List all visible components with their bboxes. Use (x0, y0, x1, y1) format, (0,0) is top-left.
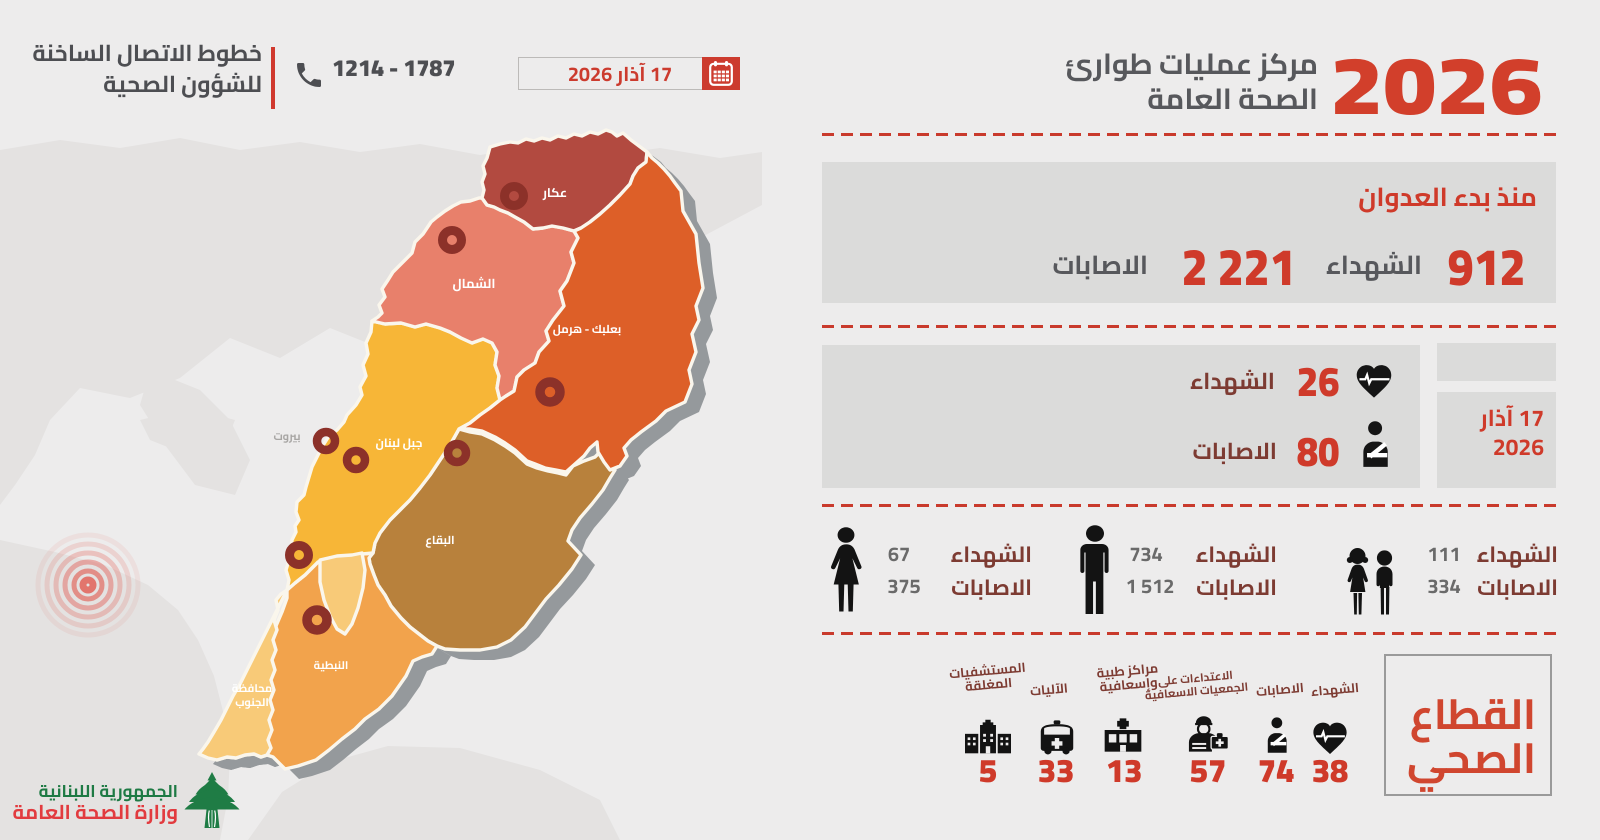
svg-text:جبل لبنان: جبل لبنان (376, 431, 423, 454)
svg-text:محافظة: محافظة (232, 679, 272, 699)
svg-text:الشمال: الشمال (452, 272, 495, 296)
svg-text:بعلبك - هرمل: بعلبك - هرمل (553, 318, 622, 340)
svg-text:النبطية: النبطية (314, 656, 349, 676)
svg-text:عكار: عكار (542, 182, 567, 205)
svg-text:بيروت: بيروت (273, 427, 300, 447)
svg-text:البقاع: البقاع (425, 529, 454, 551)
svg-text:الجنوب: الجنوب (235, 693, 269, 713)
